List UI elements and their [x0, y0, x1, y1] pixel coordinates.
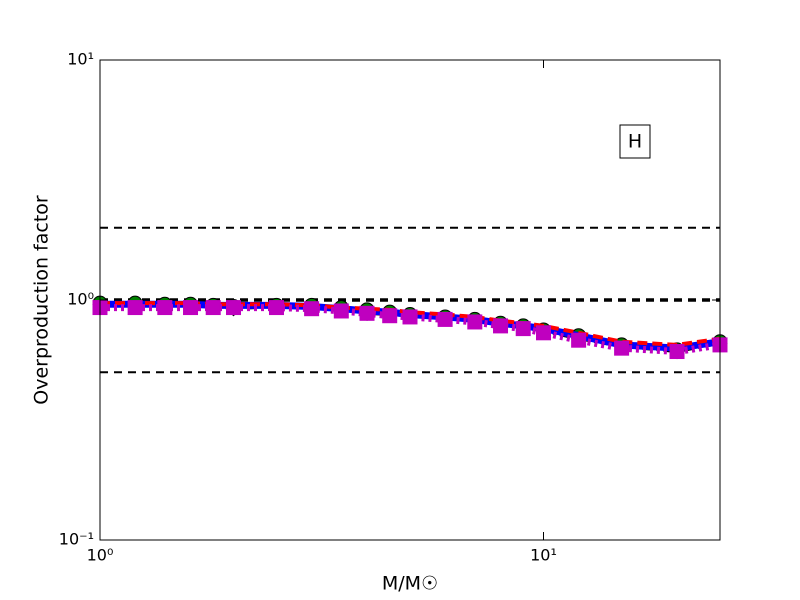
marker — [493, 318, 509, 334]
y-tick-label: 10⁻¹ — [59, 530, 94, 549]
marker — [669, 344, 685, 360]
annotation-box — [619, 124, 651, 159]
y-tick-label: 10¹ — [67, 50, 94, 69]
marker — [614, 340, 630, 356]
y-axis-label: Overproduction factor — [31, 195, 53, 405]
marker — [127, 300, 143, 316]
marker — [157, 300, 173, 316]
marker — [467, 314, 483, 330]
marker — [382, 308, 398, 324]
marker — [359, 305, 375, 321]
marker — [571, 332, 587, 348]
x-tick-label: 10⁰ — [87, 546, 114, 565]
x-tick-label: 10¹ — [530, 546, 557, 565]
annotation: H — [628, 131, 642, 153]
marker — [536, 325, 552, 341]
marker — [183, 300, 199, 316]
x-axis-label: M/M☉ — [382, 573, 438, 595]
marker — [333, 303, 349, 319]
marker — [304, 301, 320, 317]
marker — [268, 300, 284, 316]
marker — [402, 309, 418, 325]
y-tick-label: 10⁰ — [67, 290, 94, 309]
plot-area — [92, 226, 728, 374]
marker — [226, 300, 242, 316]
marker — [205, 300, 221, 316]
marker — [515, 321, 531, 337]
series-line — [100, 304, 721, 356]
marker — [437, 311, 453, 327]
